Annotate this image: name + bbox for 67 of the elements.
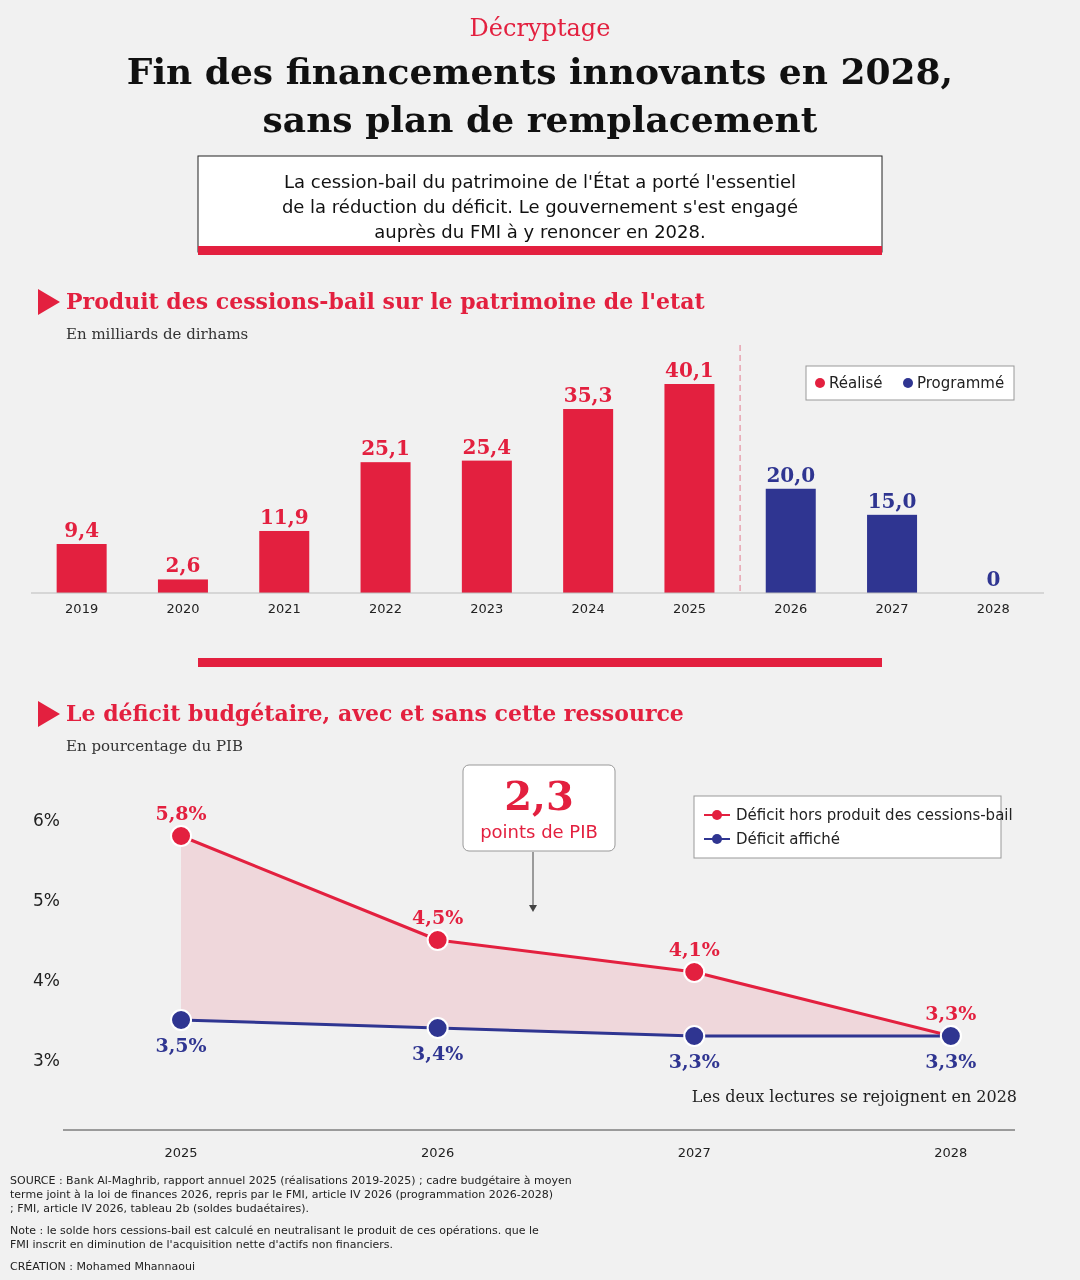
point xyxy=(683,1025,706,1047)
text: La cession-bail du patrimoine de l'État a porté l'essentiel de la réduction du déficit. Le gouvernement s'est engagé auprès du FMI à y renoncer en 2028. xyxy=(281,171,799,242)
x-tick-label: 2025 xyxy=(672,601,706,616)
bar xyxy=(765,488,816,593)
data-label: 3,3% xyxy=(925,1002,977,1024)
x-tick-label: 2026 xyxy=(774,601,808,616)
y-tick-label: 6% xyxy=(33,810,60,830)
source-note: SOURCE : Bank Al-Maghrib, rapport annuel 2025 (réalisations 2019-2025) ; cadre budgétaire à moyen terme joint à la loi de finances 2026, repris par le FMI, article IV 2026 (programmation 2026-2028) ; FMI, article IV 2026, tableau 2b (soldes budaétaires). xyxy=(10,1174,572,1215)
chart-title: Produit des cessions-bail sur le patrimoine de l'etat xyxy=(66,288,706,314)
text: Fin des financements innovants en 2028, sans plan de remplacement xyxy=(126,50,954,140)
x-tick-label: 2022 xyxy=(369,601,403,616)
x-tick-label: 2028 xyxy=(934,1145,968,1160)
bar xyxy=(563,409,614,593)
data-label: 3,4% xyxy=(412,1042,464,1064)
legend-label: Déficit affiché xyxy=(736,830,840,848)
data-label: 3,3% xyxy=(925,1050,977,1072)
data-label: 11,9 xyxy=(259,504,309,529)
data-label: 5,8% xyxy=(155,802,207,824)
x-tick-label: 2026 xyxy=(421,1145,455,1160)
point xyxy=(170,825,193,847)
x-tick-label: 2024 xyxy=(571,601,605,616)
data-label: 3,5% xyxy=(155,1034,207,1056)
point xyxy=(426,929,449,951)
text: CRÉATION : Mohamed Mhannaoui xyxy=(10,1260,196,1273)
point xyxy=(170,1009,193,1031)
bar xyxy=(157,579,208,593)
bar xyxy=(867,514,918,593)
data-label: 40,1 xyxy=(665,358,714,382)
data-label: 9,4 xyxy=(64,518,100,543)
data-label: 4,5% xyxy=(412,906,464,928)
bar xyxy=(259,530,310,593)
chart-subtitle: En milliards de dirhams xyxy=(66,325,249,343)
y-tick-label: 4% xyxy=(33,970,60,990)
x-tick-label: 2019 xyxy=(65,601,99,616)
x-tick-label: 2027 xyxy=(875,601,909,616)
annotation: Les deux lectures se rejoignent en 2028 xyxy=(691,1087,1017,1106)
x-tick-label: 2021 xyxy=(267,601,301,616)
text: Décryptage xyxy=(469,14,611,42)
bar xyxy=(461,460,512,593)
legend-label: Programmé xyxy=(917,374,1005,392)
point xyxy=(683,961,706,983)
text: Note : le solde hors cessions-bail est calculé en neutralisant le produit de ces opérations. que le FMI inscrit en diminution de l'acquisition nette d'actifs non financiers. xyxy=(10,1224,539,1251)
x-tick-label: 2028 xyxy=(976,601,1010,616)
bar xyxy=(664,384,715,593)
legend-label: Réalisé xyxy=(829,374,883,392)
chart-title: Le déficit budgétaire, avec et sans cette ressource xyxy=(66,700,684,726)
data-label: 15,0 xyxy=(867,488,917,513)
data-label: 25,1 xyxy=(361,436,410,461)
data-label: 25,4 xyxy=(462,434,512,459)
annotation: 2,3 points de PIB xyxy=(480,772,598,842)
legend-label: Déficit hors produit des cessions-bail xyxy=(736,806,1013,824)
data-label: 20,0 xyxy=(766,462,816,487)
x-tick-label: 2020 xyxy=(166,601,200,616)
data-label: 3,3% xyxy=(668,1050,720,1072)
bar xyxy=(56,544,107,593)
y-tick-label: 5% xyxy=(33,890,60,910)
point xyxy=(426,1017,449,1039)
x-tick-label: 2027 xyxy=(677,1145,711,1160)
y-tick-label: 3% xyxy=(33,1050,60,1070)
data-label: 2,6 xyxy=(165,553,201,578)
x-tick-label: 2025 xyxy=(164,1145,198,1160)
data-label: 35,3 xyxy=(563,383,613,408)
data-label: 0 xyxy=(986,567,1001,591)
data-label: 4,1% xyxy=(668,938,720,960)
x-tick-label: 2023 xyxy=(470,601,504,616)
chart-subtitle: En pourcentage du PIB xyxy=(66,737,244,755)
bar xyxy=(360,462,411,593)
